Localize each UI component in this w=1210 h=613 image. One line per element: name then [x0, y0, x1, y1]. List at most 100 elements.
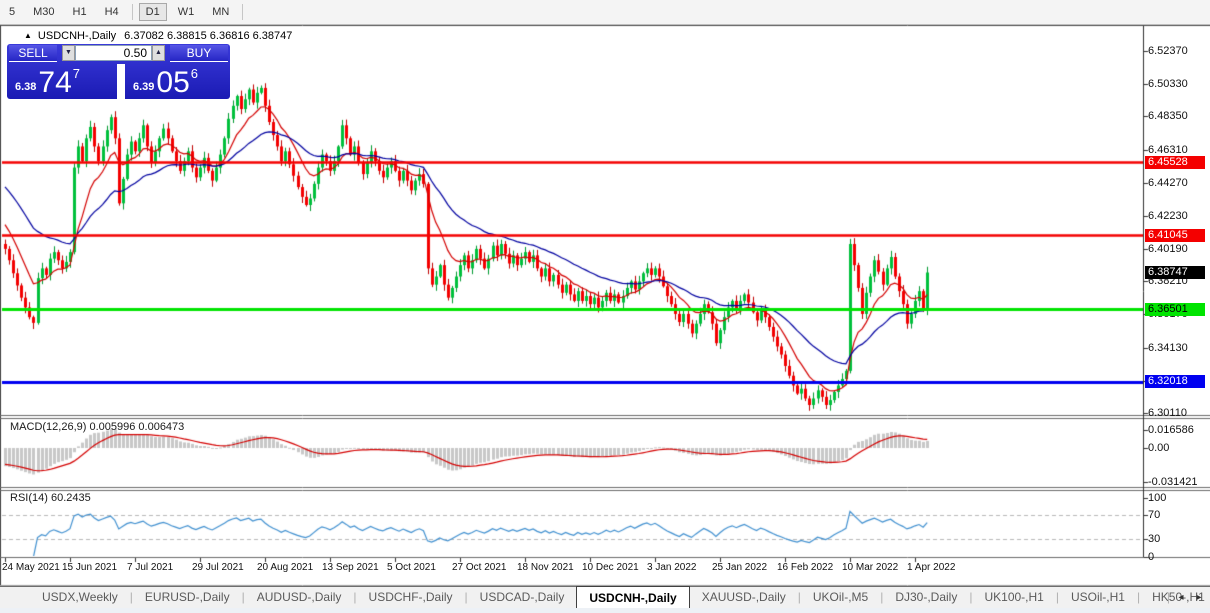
- macd-indicator-label: MACD(12,26,9) 0.005996 0.006473: [10, 421, 185, 433]
- timeframe-button-mn[interactable]: MN: [212, 6, 230, 18]
- timeframe-toolbar: 5 M30 H1 H4 D1 W1 MN: [0, 0, 1210, 25]
- date-tick-label: 1 Apr 2022: [907, 562, 956, 573]
- trade-panel-gap: [117, 64, 125, 99]
- price-tick-label: 6.52370: [1148, 45, 1188, 57]
- tab-scroll-left-icon[interactable]: ◂: [1178, 592, 1184, 603]
- tab-separator: |: [1136, 590, 1141, 604]
- collapse-panel-icon[interactable]: ▲: [24, 31, 32, 40]
- price-level-badge: 6.38747: [1145, 266, 1205, 279]
- symbol-tab-xauusd[interactable]: XAUUSD-,Daily: [701, 590, 786, 604]
- price-tick-label: 6.44270: [1148, 176, 1188, 189]
- date-tick-label: 15 Jun 2021: [62, 562, 118, 573]
- bid-price-display[interactable]: 6.38 74 7: [7, 64, 117, 98]
- tab-separator: |: [353, 590, 357, 604]
- buy-button[interactable]: BUY: [170, 45, 228, 62]
- date-tick-label: 10 Mar 2022: [842, 562, 899, 573]
- tab-separator: |: [241, 590, 245, 604]
- timeframe-button-d1[interactable]: D1: [138, 3, 167, 21]
- macd-tick-label: 0.00: [1148, 442, 1170, 454]
- ask-price-sup: 6: [190, 66, 199, 81]
- tab-separator: |: [880, 590, 884, 604]
- rsi-tick-label: 0: [1148, 551, 1155, 563]
- symbol-tab-uk100[interactable]: UK100-,H1: [984, 590, 1044, 604]
- symbol-tab-audusd[interactable]: AUDUSD-,Daily: [256, 590, 342, 604]
- tab-separator: |: [1055, 590, 1059, 604]
- status-strip: [0, 608, 1210, 613]
- date-tick-label: 18 Nov 2021: [517, 562, 574, 573]
- volume-input[interactable]: [75, 45, 152, 61]
- ask-price-small: 6.39: [133, 81, 155, 93]
- symbol-tab-usdcad[interactable]: USDCAD-,Daily: [479, 590, 565, 604]
- chart-symbol-label: USDCNH-,Daily: [37, 30, 117, 42]
- date-tick-label: 25 Jan 2022: [712, 562, 768, 573]
- price-tick-label: 6.34130: [1148, 341, 1188, 354]
- symbol-tab-bar: USDX,Weekly | EURUSD-,Daily | AUDUSD-,Daily |…: [0, 586, 1210, 608]
- tabs-holder: USDX,Weekly | EURUSD-,Daily | AUDUSD-,Daily |…: [30, 586, 1210, 608]
- date-tick-label: 10 Dec 2021: [582, 562, 639, 573]
- symbol-tab-ukoil[interactable]: UKOil-,M5: [812, 590, 869, 604]
- symbol-tab-usdcnh[interactable]: USDCNH-,Daily: [576, 586, 690, 608]
- symbol-tab-hk50[interactable]: HK50-,H1: [1152, 590, 1205, 604]
- spinner-up-icon: ▲: [155, 49, 162, 56]
- bid-price-small: 6.38: [15, 81, 37, 93]
- date-tick-label: 3 Jan 2022: [647, 562, 697, 573]
- rsi-tick-label: 30: [1148, 533, 1161, 546]
- date-tick-label: 13 Sep 2021: [322, 562, 379, 573]
- price-level-badge: 6.41045: [1145, 228, 1205, 242]
- timeframe-button-w1[interactable]: W1: [177, 6, 195, 18]
- price-tick-label: 6.30110: [1148, 406, 1187, 419]
- toolbar-separator: [131, 4, 133, 20]
- date-tick-label: 5 Oct 2021: [387, 562, 436, 573]
- price-tick-label: 6.42230: [1148, 209, 1188, 222]
- date-tick-label: 29 Jul 2021: [192, 562, 244, 573]
- price-level-badge: 6.32018: [1145, 375, 1205, 389]
- price-level-badge: 6.45528: [1145, 155, 1205, 169]
- tab-scroll-buttons: | ◂ ▸: [1167, 590, 1206, 605]
- symbol-tab-usoil[interactable]: USOil-,H1: [1070, 590, 1125, 604]
- date-tick-label: 27 Oct 2021: [452, 562, 507, 573]
- tab-separator: |: [969, 590, 973, 604]
- trade-controls-row: SELL ▼ ▲ BUY: [7, 44, 230, 63]
- ask-price-big: 05: [156, 66, 190, 99]
- timeframe-button-h4[interactable]: H4: [104, 6, 119, 18]
- volume-increase-button[interactable]: ▲: [152, 45, 165, 61]
- macd-tick-label: 0.016586: [1148, 424, 1194, 436]
- price-tick-label: 6.40190: [1148, 243, 1188, 256]
- symbol-tab-dj30[interactable]: DJ30-,Daily: [895, 590, 958, 604]
- ask-price-display[interactable]: 6.39 05 6: [125, 64, 230, 98]
- date-tick-label: 16 Feb 2022: [777, 562, 834, 573]
- price-tick-label: 6.50330: [1148, 78, 1188, 91]
- spinner-down-icon: ▼: [65, 49, 72, 56]
- rsi-tick-label: 100: [1148, 491, 1167, 504]
- timeframe-button-5[interactable]: 5: [9, 6, 16, 18]
- one-click-trading-panel: SELL ▼ ▲ BUY 6.38 74 7 6.39 05 6: [7, 44, 230, 99]
- tab-separator: |: [1166, 590, 1170, 604]
- macd-tick-label: -0.031421: [1148, 476, 1198, 489]
- date-tick-label: 7 Jul 2021: [127, 562, 174, 573]
- sell-button[interactable]: SELL: [9, 45, 57, 62]
- date-tick-label: 24 May 2021: [2, 562, 60, 573]
- bid-price-big: 74: [38, 66, 72, 99]
- tab-separator: |: [129, 590, 133, 604]
- price-level-badge: 6.36501: [1145, 302, 1205, 316]
- volume-decrease-button[interactable]: ▼: [62, 45, 75, 61]
- tab-separator: |: [464, 590, 468, 604]
- symbol-tab-usdx[interactable]: USDX,Weekly: [42, 590, 118, 604]
- price-tick-label: 6.48350: [1148, 110, 1188, 123]
- toolbar-separator: [242, 4, 244, 20]
- price-tick-label: 6.46310: [1148, 143, 1188, 156]
- rsi-indicator-label: RSI(14) 60.2435: [10, 492, 91, 504]
- symbol-tab-usdchf[interactable]: USDCHF-,Daily: [368, 590, 453, 604]
- chart-title: ▲ USDCNH-,Daily 6.37082 6.38815 6.36816 6.…: [24, 30, 292, 42]
- rsi-tick-label: 70: [1148, 509, 1161, 522]
- symbol-tab-eurusd[interactable]: EURUSD-,Daily: [144, 590, 230, 604]
- bid-price-sup: 7: [72, 66, 81, 81]
- timeframe-button-m30[interactable]: M30: [33, 6, 55, 18]
- date-tick-label: 20 Aug 2021: [257, 562, 314, 573]
- tab-scroll-right-icon[interactable]: ▸: [1196, 592, 1202, 603]
- tab-separator: |: [797, 590, 801, 604]
- chart-ohlc-values: 6.37082 6.38815 6.36816 6.38747: [124, 30, 293, 42]
- timeframe-button-h1[interactable]: H1: [72, 6, 87, 18]
